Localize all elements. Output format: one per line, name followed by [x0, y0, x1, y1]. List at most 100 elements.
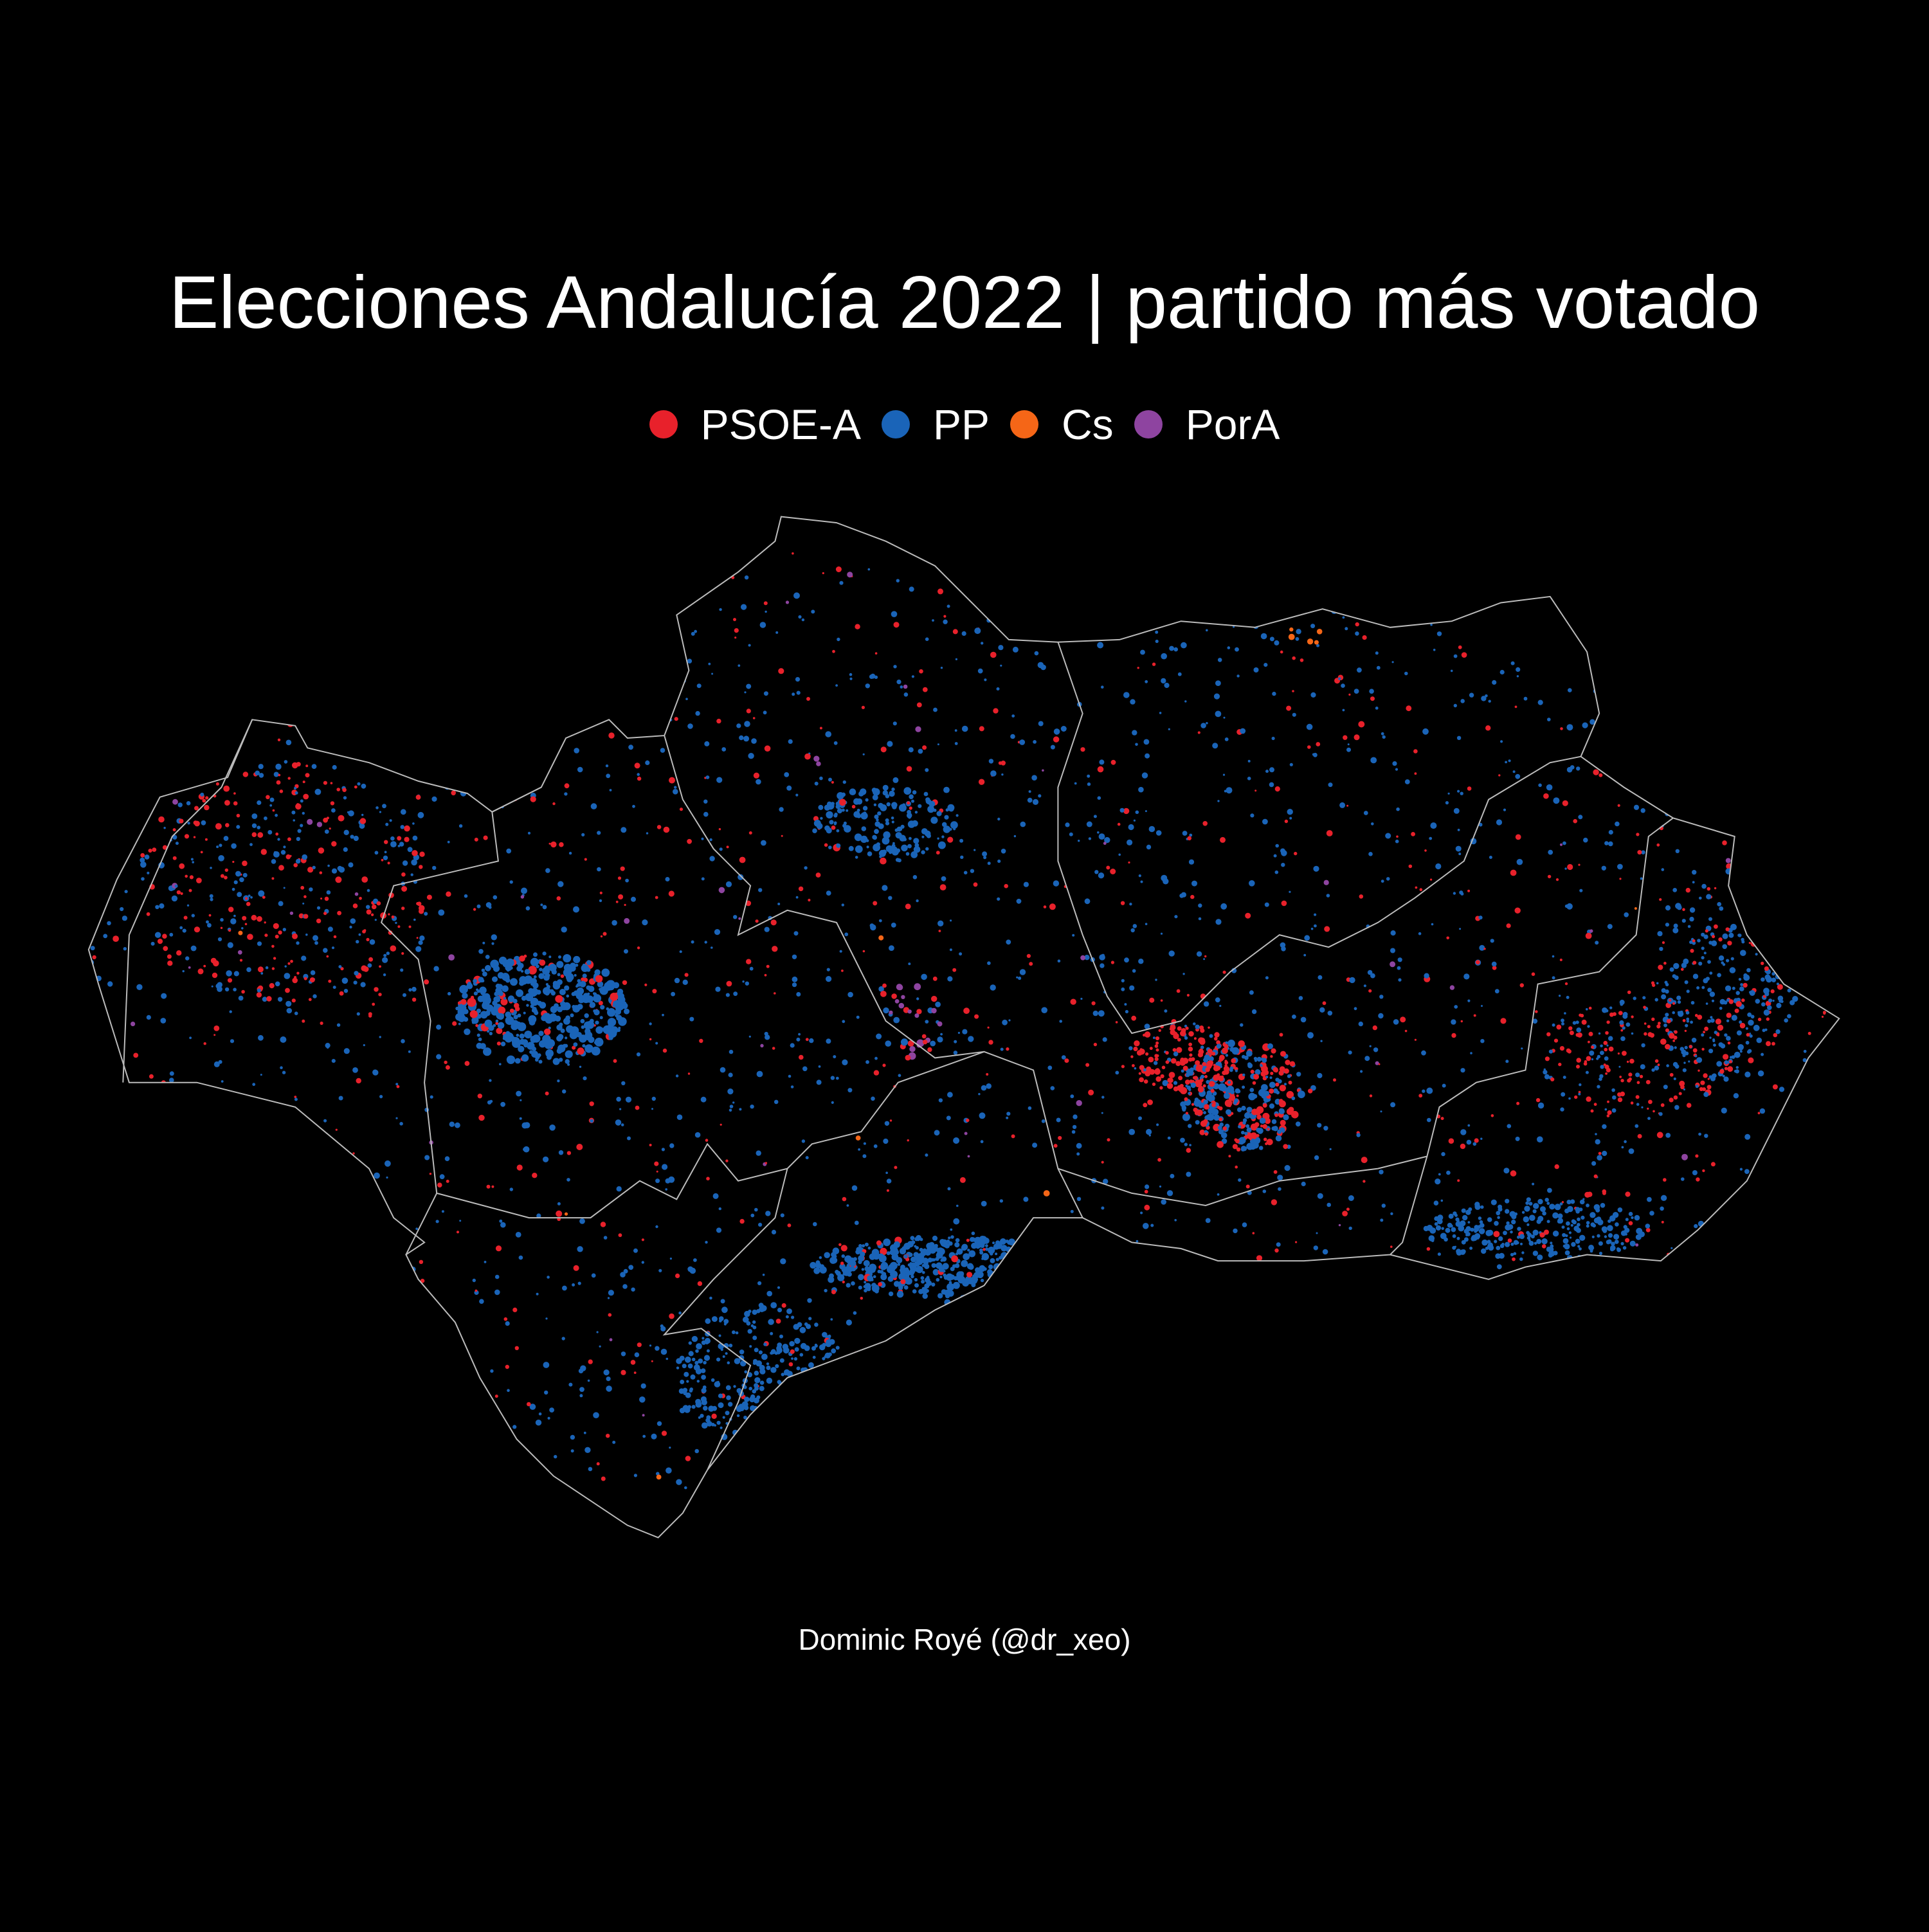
vote-dot — [150, 941, 155, 946]
vote-dot — [490, 1369, 494, 1373]
vote-dot — [1468, 1207, 1472, 1211]
vote-dot — [1521, 1047, 1523, 1050]
vote-dot — [1105, 1334, 1110, 1340]
vote-dot — [675, 1074, 679, 1078]
vote-dot — [1236, 1274, 1242, 1279]
vote-dot — [634, 1352, 640, 1357]
vote-dot — [809, 1038, 814, 1043]
vote-dot — [1269, 1103, 1275, 1109]
vote-dot — [566, 1178, 570, 1182]
vote-dot — [1218, 1332, 1222, 1336]
vote-dot — [883, 1138, 889, 1144]
vote-dot — [956, 1204, 959, 1207]
vote-dot — [736, 1414, 740, 1418]
vote-dot — [193, 820, 198, 826]
vote-dot — [1053, 611, 1058, 617]
vote-dot — [342, 788, 347, 792]
vote-dot — [886, 1178, 892, 1184]
vote-dot — [455, 655, 458, 658]
vote-dot — [1555, 878, 1559, 881]
vote-dot — [687, 723, 693, 729]
vote-dot — [1698, 1132, 1702, 1136]
vote-dot — [961, 1243, 968, 1250]
vote-dot — [312, 1200, 316, 1204]
vote-dot — [719, 847, 723, 851]
vote-dot — [533, 952, 538, 957]
vote-dot — [1575, 1238, 1580, 1244]
vote-dot — [1370, 1326, 1372, 1329]
vote-dot — [543, 1030, 547, 1033]
vote-dot — [1683, 1276, 1689, 1283]
vote-dot — [513, 1015, 518, 1020]
vote-dot — [998, 645, 1004, 651]
vote-dot — [1045, 1241, 1053, 1249]
vote-dot — [419, 1326, 423, 1330]
legend: PSOE-A PP Cs PorA — [0, 399, 1929, 450]
vote-dot — [1519, 1257, 1523, 1261]
vote-dot — [1006, 1047, 1010, 1051]
vote-dot — [1092, 1010, 1099, 1016]
vote-dot — [880, 857, 887, 865]
vote-dot — [372, 1069, 379, 1076]
vote-dot — [1265, 976, 1269, 980]
vote-dot — [1161, 1199, 1166, 1205]
vote-dot — [303, 895, 307, 898]
vote-dot — [1236, 1094, 1239, 1097]
vote-dot — [1222, 1261, 1226, 1265]
vote-dot — [480, 1043, 486, 1049]
vote-dot — [624, 694, 630, 700]
vote-dot — [412, 986, 417, 992]
vote-dot — [741, 604, 747, 610]
vote-dot — [557, 881, 564, 887]
vote-dot — [1060, 1267, 1065, 1272]
vote-dot — [1292, 656, 1296, 660]
vote-dot — [418, 908, 424, 914]
vote-dot — [343, 1261, 348, 1265]
vote-dot — [789, 1492, 793, 1496]
vote-dot — [474, 837, 478, 842]
vote-dot — [953, 1218, 960, 1225]
vote-dot — [781, 1373, 785, 1377]
vote-dot — [241, 989, 245, 994]
vote-dot — [832, 1391, 838, 1396]
vote-dot — [624, 917, 630, 924]
vote-dot — [1748, 813, 1753, 819]
vote-dot — [813, 1222, 817, 1227]
vote-dot — [1535, 1010, 1538, 1013]
vote-dot — [516, 1164, 523, 1171]
vote-dot — [1798, 964, 1801, 968]
vote-dot — [1198, 1358, 1202, 1362]
vote-dot — [338, 965, 342, 969]
vote-dot — [550, 641, 554, 646]
vote-dot — [1143, 1079, 1148, 1084]
vote-dot — [881, 1503, 888, 1509]
vote-dot — [1326, 894, 1330, 898]
vote-dot — [1391, 661, 1394, 664]
vote-dot — [1725, 858, 1731, 863]
vote-dot — [837, 808, 842, 814]
vote-dot — [1591, 1161, 1597, 1166]
vote-dot — [1154, 1054, 1159, 1058]
vote-dot — [1168, 728, 1170, 730]
vote-dot — [1764, 950, 1769, 955]
vote-dot — [669, 1313, 675, 1319]
vote-dot — [669, 777, 675, 784]
vote-dot — [1041, 1247, 1049, 1256]
vote-dot — [900, 824, 905, 829]
vote-dot — [238, 930, 243, 935]
vote-dot — [655, 1225, 658, 1229]
vote-dot — [1424, 849, 1427, 852]
vote-dot — [1519, 983, 1524, 988]
vote-dot — [1222, 1126, 1227, 1131]
vote-dot — [564, 792, 568, 796]
vote-dot — [799, 1326, 806, 1333]
vote-dot — [92, 1128, 98, 1134]
vote-dot — [451, 790, 456, 796]
vote-dot — [1516, 858, 1523, 865]
vote-dot — [415, 1227, 419, 1231]
vote-dot — [147, 871, 150, 874]
vote-dot — [1750, 1245, 1757, 1251]
vote-dot — [674, 578, 677, 581]
vote-dot — [1269, 1345, 1274, 1350]
vote-dot — [1044, 1405, 1049, 1410]
